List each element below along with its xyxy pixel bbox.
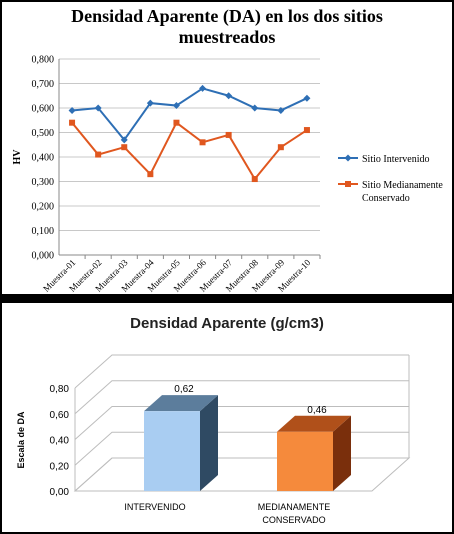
bar (277, 431, 333, 491)
data-point (120, 136, 128, 144)
y-tick-label: 0,800 (32, 55, 55, 66)
legend-label-1: Sitio Intervenido (362, 154, 430, 165)
bar (144, 411, 200, 491)
data-point (303, 127, 310, 134)
data-point (199, 139, 206, 146)
y-axis-label: HV (12, 149, 23, 165)
gridline (74, 380, 409, 415)
line-chart-title-line-2: muestreados (178, 27, 276, 47)
bar-chart-title: Densidad Aparente (g/cm3) (130, 315, 324, 332)
y-tick-label: 0,80 (50, 384, 70, 395)
data-point (277, 106, 285, 114)
series-line-2 (71, 121, 308, 181)
y-tick-label: 0,000 (32, 251, 55, 262)
bar-chart: 0,00 0,20 0,40 0,60 0,80 Escala de DA 0,62 0,46… (16, 354, 411, 525)
data-point (251, 176, 258, 183)
y-tick-label: 0,300 (32, 177, 55, 188)
bar-side (200, 395, 218, 491)
y-tick-label: 0,200 (32, 202, 55, 213)
legend-marker-1 (344, 154, 352, 162)
y-tick-label: 0,700 (32, 79, 55, 90)
bar-chart-panel: Densidad Aparente (g/cm3) 0,00 0,20 0,40 0,… (2, 303, 452, 532)
bar-top (277, 415, 351, 432)
x-tick-label: INTERVENIDO (124, 502, 185, 512)
data-point (172, 102, 180, 110)
legend-label-2: Sitio Medianamente (362, 180, 443, 191)
data-point (121, 144, 128, 151)
x-tick-label-cont: CONSERVADO (262, 515, 325, 525)
y-tick-label: 0,00 (50, 487, 70, 498)
y-tick-label: 0,60 (50, 410, 70, 421)
data-point (303, 94, 311, 102)
data-point (251, 104, 259, 112)
data-point (147, 171, 154, 178)
line-chart: 0,000 0,100 0,200 0,300 0,400 0,500 0,600 0,700… (12, 55, 443, 294)
data-point (199, 84, 207, 92)
bar-top (144, 395, 218, 412)
line-chart-title: Densidad Aparente (DA) en los dos sitios… (2, 6, 452, 48)
data-point (94, 104, 102, 112)
data-label: 0,46 (307, 405, 327, 416)
data-label: 0,62 (174, 384, 194, 395)
data-point (173, 119, 180, 126)
y-axis-label: Escala de DA (16, 411, 26, 469)
gridline (74, 354, 409, 389)
data-point (225, 92, 233, 100)
legend-marker-2 (345, 181, 351, 187)
gridline (74, 406, 409, 440)
legend-label-2-cont: Conservado (362, 193, 410, 204)
y-tick-label: 0,40 (50, 436, 70, 447)
data-point (225, 131, 232, 138)
data-point (95, 151, 102, 158)
bar-side (333, 415, 351, 491)
y-tick-label: 0,400 (32, 153, 55, 164)
series-line-1 (71, 87, 308, 142)
gridline (74, 431, 409, 466)
data-point (68, 106, 76, 114)
floor (73, 457, 411, 492)
gridline (74, 457, 409, 492)
x-tick-label: MEDIANAMENTE (258, 502, 331, 512)
data-point (277, 144, 284, 151)
data-point (69, 119, 76, 126)
line-chart-panel: Densidad Aparente (DA) en los dos sitios… (2, 2, 452, 294)
line-chart-title-line-1: Densidad Aparente (DA) en los dos sitios (71, 6, 383, 26)
y-tick-label: 0,100 (32, 226, 55, 237)
y-tick-label: 0,20 (50, 461, 70, 472)
y-tick-label: 0,600 (32, 104, 55, 115)
data-point (146, 99, 154, 107)
y-tick-label: 0,500 (32, 128, 55, 139)
